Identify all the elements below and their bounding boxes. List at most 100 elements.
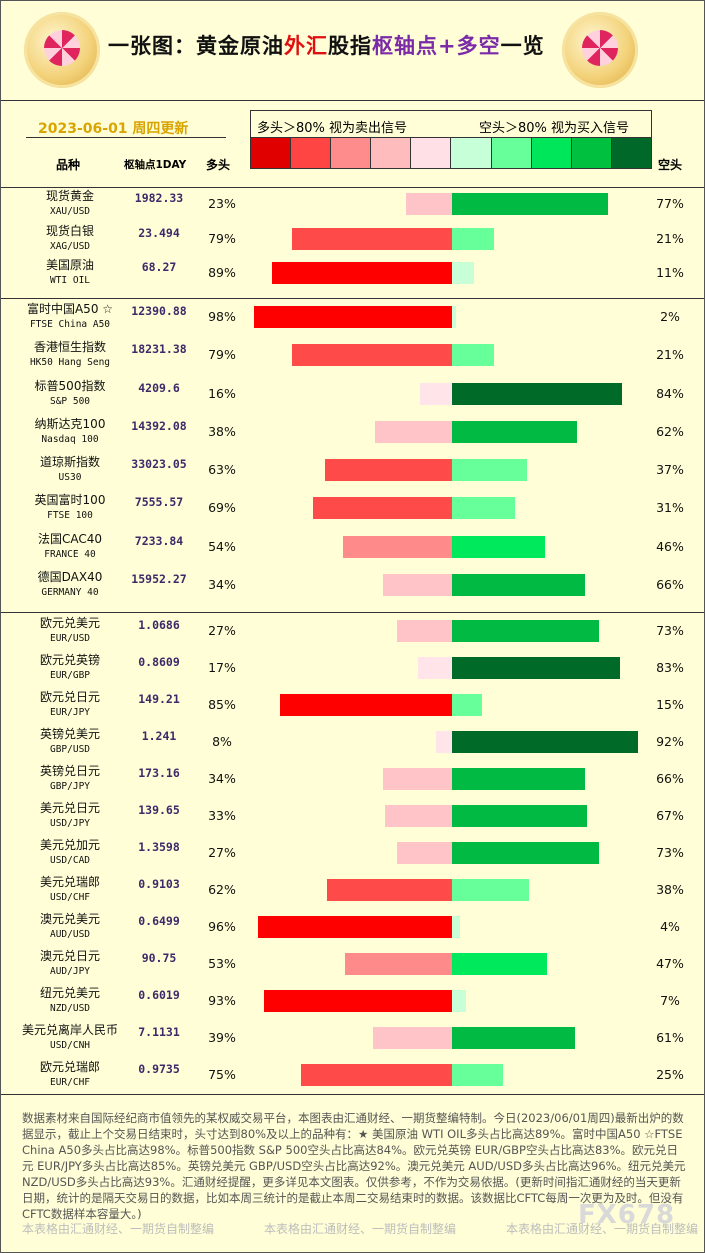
pivot-value: 1.0686	[138, 617, 180, 632]
long-bar	[326, 879, 452, 902]
instrument-label: 法国CAC40	[37, 531, 103, 546]
long-bar	[385, 804, 452, 827]
legend-short-text: 空头＞80% 视为买入信号	[479, 121, 630, 136]
short-pct-label: 66%	[656, 576, 684, 592]
instrument-code: FTSE China A50	[29, 319, 111, 331]
short-pct-label: 7%	[660, 993, 680, 1009]
long-bar	[324, 459, 452, 482]
instrument-name: 德国DAX40 GERMANY 40	[5, 570, 135, 600]
short-pct-label: 84%	[656, 385, 684, 401]
instrument-name: 纳斯达克100 Nasdaq 100	[5, 417, 135, 447]
logo-right	[562, 12, 638, 88]
instrument-code: EUR/CHF	[49, 1077, 91, 1089]
long-bar	[375, 420, 452, 443]
instrument-code: S&P 500	[49, 395, 91, 407]
short-pct-label: 73%	[656, 622, 684, 638]
instrument-label: 富时中国A50 ☆	[26, 302, 114, 317]
instrument-label: 美元兑瑞郎	[39, 875, 100, 890]
long-bar	[405, 193, 452, 216]
instrument-label: 纽元兑美元	[39, 986, 100, 1001]
instrument-label: 澳元兑美元	[39, 912, 100, 927]
short-bar	[452, 261, 475, 284]
long-bar	[300, 1064, 452, 1087]
short-pct-label: 46%	[656, 538, 684, 554]
short-pct-label: 61%	[656, 1030, 684, 1046]
instrument-code: FTSE 100	[47, 510, 93, 522]
pivot-value: 18231.38	[131, 342, 187, 357]
short-bar	[452, 227, 495, 250]
legend-box: 多头＞80% 视为卖出信号 空头＞80% 视为买入信号	[250, 110, 652, 140]
long-bar	[397, 619, 452, 642]
instrument-name: 欧元兑美元 EUR/USD	[5, 616, 135, 646]
instrument-name: 澳元兑日元 AUD/JPY	[5, 949, 135, 979]
short-bar	[452, 804, 588, 827]
instrument-label: 德国DAX40	[37, 569, 103, 584]
instrument-label: 现货黄金	[45, 189, 94, 204]
instrument-code: EUR/JPY	[49, 706, 91, 718]
long-pct-label: 89%	[208, 264, 236, 280]
pivot-value: 14392.08	[131, 418, 187, 433]
col-header-long: 多头	[206, 158, 231, 172]
instrument-code: USD/CNH	[49, 1040, 91, 1052]
short-bar	[452, 382, 622, 405]
short-bar	[452, 879, 529, 902]
pivot-value: 1.3598	[138, 840, 180, 854]
short-pct-label: 66%	[656, 770, 684, 786]
scale-swatch-2	[291, 138, 332, 168]
pivot-value: 4209.6	[138, 380, 180, 395]
short-bar	[452, 573, 586, 596]
instrument-label: 纳斯达克100	[34, 416, 106, 431]
instrument-label: 欧元兑日元	[39, 689, 100, 704]
group-divider	[1, 612, 704, 613]
color-scale	[250, 137, 652, 169]
instrument-code: GBP/JPY	[49, 780, 91, 792]
instrument-label: 道琼斯指数	[39, 455, 100, 470]
instrument-code: USD/JPY	[49, 817, 91, 829]
page-title: 一张图：黄金原油外汇股指枢轴点+多空一览	[108, 30, 545, 60]
instrument-label: 美国原油	[45, 257, 94, 272]
pivot-value: 1982.33	[134, 191, 184, 206]
long-pct-label: 96%	[208, 919, 236, 935]
instrument-label: 英镑兑日元	[39, 763, 100, 778]
long-bar	[373, 1027, 452, 1050]
short-pct-label: 37%	[656, 462, 684, 478]
instrument-name: 欧元兑瑞郎 EUR/CHF	[5, 1060, 135, 1090]
instrument-name: 英镑兑日元 GBP/JPY	[5, 764, 135, 794]
instrument-code: EUR/GBP	[49, 669, 91, 681]
pivot-value: 7.1131	[138, 1025, 180, 1040]
instrument-code: FRANCE 40	[44, 548, 96, 560]
scale-swatch-1	[251, 138, 292, 168]
instrument-name: 美元兑加元 USD/CAD	[5, 838, 135, 868]
pivot-value: 0.9103	[138, 877, 180, 892]
instrument-name: 美国原油 WTI OIL	[5, 258, 135, 288]
pivot-value: 149.21	[138, 691, 180, 706]
short-pct-label: 11%	[656, 264, 684, 280]
title-part-e: 一览	[500, 34, 545, 58]
instrument-label: 标普500指数	[34, 378, 106, 393]
pivot-value: 0.8609	[138, 654, 180, 669]
long-pct-label: 27%	[208, 845, 236, 860]
short-bar	[452, 535, 545, 558]
long-bar	[383, 573, 452, 596]
instrument-code: AUD/USD	[49, 929, 91, 941]
long-bar	[417, 656, 452, 679]
long-pct-label: 79%	[208, 230, 236, 246]
short-bar	[452, 1027, 576, 1050]
instrument-name: 澳元兑美元 AUD/USD	[5, 912, 135, 942]
instrument-name: 美元兑瑞郎 USD/CHF	[5, 875, 135, 905]
watermark: 本表格由汇通财经、一期货自制整编	[22, 1222, 215, 1236]
brand-watermark: FX678	[578, 1200, 676, 1230]
short-pct-label: 15%	[656, 696, 684, 712]
instrument-name: 欧元兑日元 EUR/JPY	[5, 690, 135, 720]
short-bar	[452, 730, 638, 753]
instrument-code: Nasdaq 100	[41, 433, 99, 445]
short-pct-label: 2%	[660, 309, 680, 325]
long-pct-label: 62%	[208, 882, 236, 898]
instrument-name: 欧元兑英镑 EUR/GBP	[5, 653, 135, 683]
instrument-code: HK50 Hang Seng	[29, 357, 111, 369]
scale-swatch-3	[331, 138, 372, 168]
instrument-label: 欧元兑瑞郎	[39, 1060, 100, 1075]
short-bar	[452, 767, 586, 790]
watermark: 本表格由汇通财经、一期货自制整编	[506, 1222, 699, 1236]
pivot-value: 7233.84	[134, 533, 184, 548]
